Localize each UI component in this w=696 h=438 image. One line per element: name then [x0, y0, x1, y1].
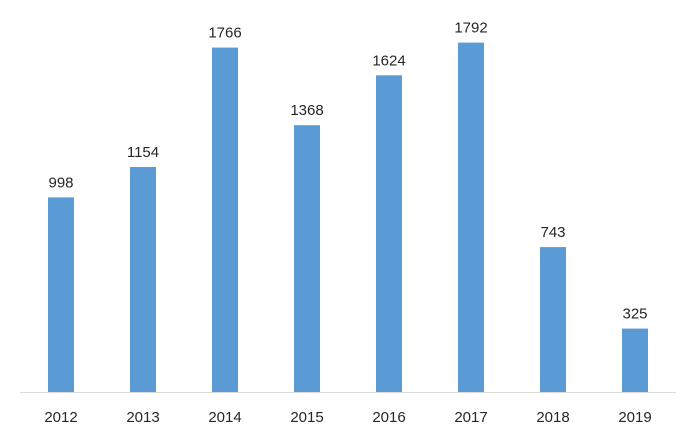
x-tick-label-2019: 2019 [618, 409, 651, 426]
data-label-2012: 998 [48, 174, 73, 191]
x-tick-label-2013: 2013 [126, 409, 159, 426]
bar-2019 [622, 328, 648, 392]
x-tick-label-2015: 2015 [290, 409, 323, 426]
x-tick-label-2016: 2016 [372, 409, 405, 426]
data-label-2015: 1368 [290, 102, 323, 119]
bar-2018 [540, 247, 566, 392]
data-label-2013: 1154 [127, 144, 159, 161]
bar-2016 [376, 75, 402, 393]
data-label-2019: 325 [622, 306, 647, 323]
x-tick-label-2018: 2018 [536, 409, 569, 426]
bar-2014 [212, 47, 238, 392]
data-label-2018: 743 [540, 224, 565, 241]
x-tick-label-2017: 2017 [454, 409, 487, 426]
bar-2013 [130, 167, 156, 392]
bar-2017 [458, 42, 484, 392]
x-tick-label-2012: 2012 [44, 409, 77, 426]
data-label-2017: 1792 [454, 20, 487, 37]
data-labels-group: 998 1154 1766 1368 1624 1792 743 325 [48, 20, 647, 323]
bar-2015 [294, 125, 320, 392]
data-label-2016: 1624 [372, 52, 405, 69]
bars-group [48, 42, 648, 393]
x-tick-labels-group: 2012 2013 2014 2015 2016 2017 2018 2019 [44, 409, 651, 426]
bar-2012 [48, 197, 74, 392]
data-label-2014: 1766 [208, 25, 241, 42]
x-tick-label-2014: 2014 [208, 409, 241, 426]
